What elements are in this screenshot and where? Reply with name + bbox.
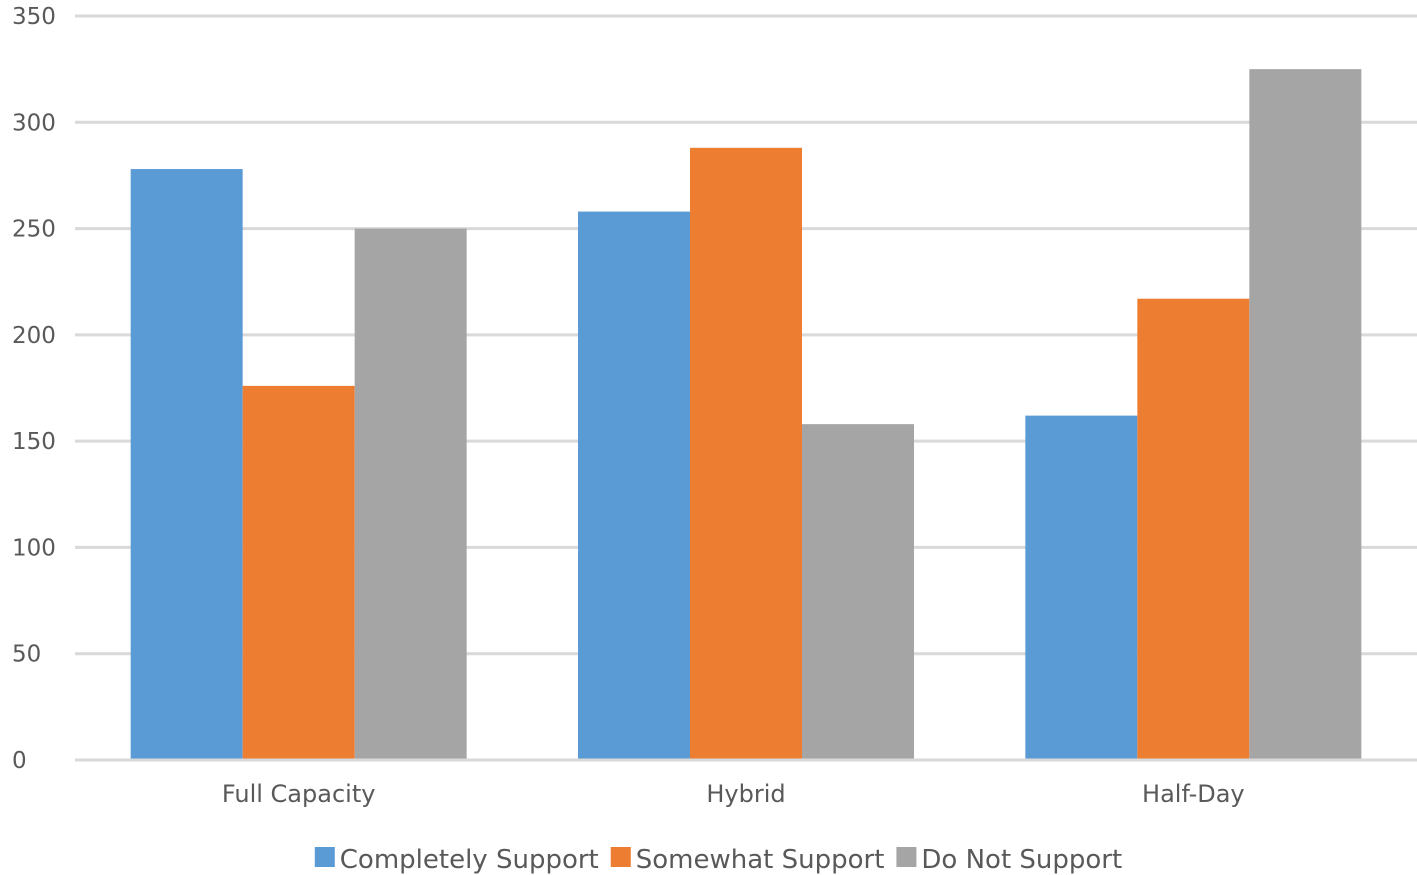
y-axis-ticks: 0 50 100 150 200 250 300 350 (12, 4, 56, 774)
y-tick-label: 150 (12, 429, 56, 455)
bar (242, 385, 355, 760)
legend-label: Completely Support (340, 845, 599, 875)
bar (690, 147, 802, 760)
x-category-label: Hybrid (706, 780, 785, 808)
legend-label: Do Not Support (921, 845, 1122, 875)
y-tick-label: 250 (12, 217, 56, 243)
bar (130, 169, 243, 761)
legend-swatch (314, 847, 335, 867)
bars (130, 69, 1362, 761)
bar (354, 228, 467, 761)
legend-swatch (610, 847, 631, 867)
y-tick-label: 300 (12, 110, 56, 136)
y-tick-label: 350 (12, 4, 56, 30)
y-tick-label: 100 (12, 535, 56, 561)
bar (1249, 69, 1362, 760)
legend-swatch (896, 847, 917, 867)
legend: Completely Support Somewhat Support Do Not… (314, 845, 1122, 875)
y-tick-label: 0 (12, 748, 27, 774)
y-tick-label: 50 (12, 642, 41, 668)
bar (1025, 415, 1138, 760)
bar (578, 211, 690, 760)
x-axis-categories: Full Capacity Hybrid Half-Day (222, 780, 1245, 808)
bar (802, 424, 914, 760)
y-tick-label: 200 (12, 323, 56, 349)
legend-label: Somewhat Support (636, 845, 885, 875)
x-category-label: Half-Day (1142, 780, 1245, 808)
bar (1137, 298, 1250, 760)
x-category-label: Full Capacity (222, 780, 376, 808)
